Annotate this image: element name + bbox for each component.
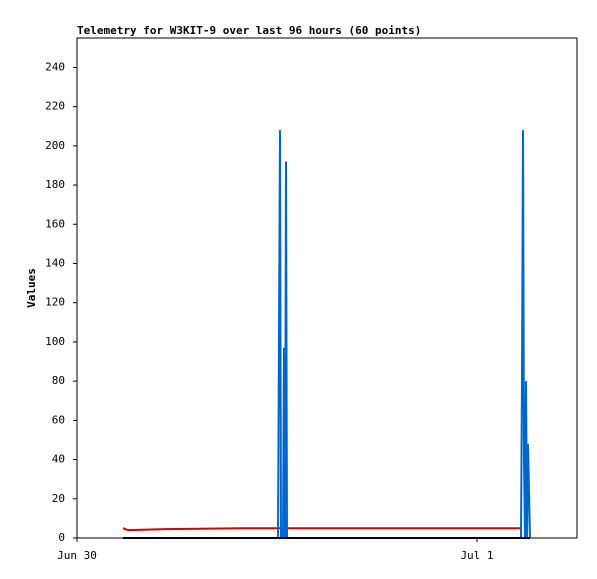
y-tick-label: 160: [45, 217, 65, 230]
chart-title: Telemetry for W3KIT-9 over last 96 hours…: [77, 24, 421, 37]
y-tick-label: 80: [52, 374, 65, 387]
y-tick-label: 120: [45, 296, 65, 309]
y-tick-label: 40: [52, 453, 65, 466]
y-tick-label: 240: [45, 60, 65, 73]
y-tick-label: 0: [58, 531, 65, 544]
y-tick-label: 180: [45, 178, 65, 191]
y-tick-label: 140: [45, 256, 65, 269]
plot-frame: [76, 37, 578, 539]
y-axis-title: Values: [25, 268, 38, 308]
y-tick-label: 100: [45, 335, 65, 348]
y-tick-label: 20: [52, 492, 65, 505]
x-tick-label: Jul 1: [460, 549, 493, 562]
y-tick-label: 60: [52, 413, 65, 426]
series-line: [123, 130, 531, 539]
series-line: [122, 527, 522, 532]
x-tick-label: Jun 30: [57, 549, 97, 562]
y-tick-label: 220: [45, 100, 65, 113]
y-tick-label: 200: [45, 139, 65, 152]
